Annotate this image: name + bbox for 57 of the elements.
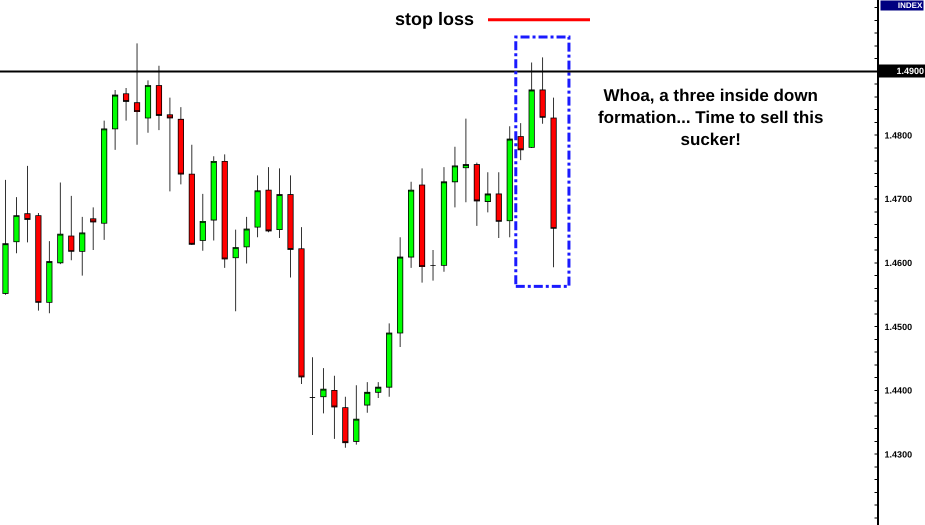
y-axis-title: INDEX [898, 1, 923, 10]
candlestick [408, 181, 414, 268]
candlestick [122, 88, 130, 121]
candlestick [254, 175, 261, 238]
candlestick [452, 146, 458, 208]
candlestick [518, 122, 524, 161]
candlestick [178, 106, 184, 185]
candlestick [430, 250, 436, 282]
candlestick [90, 206, 96, 250]
y-tick-label: 1.4800 [884, 130, 912, 140]
candlestick [342, 396, 348, 448]
annotation: Whoa, a three inside down formation... Time to sell this sucker! [598, 86, 824, 150]
candlestick [232, 229, 239, 312]
candlestick [418, 168, 426, 283]
candlestick [101, 120, 108, 240]
candlestick [474, 162, 480, 226]
candlestick [112, 90, 118, 150]
candlestick [266, 166, 272, 233]
y-tick-label: 1.4400 [884, 386, 912, 396]
candlestick [144, 80, 152, 134]
candlestick [331, 375, 338, 440]
candlestick [364, 382, 370, 414]
candlestick [353, 384, 360, 446]
candlestick [496, 172, 502, 238]
candlestick [397, 236, 404, 348]
candlestick [462, 118, 469, 203]
candlestick [200, 194, 206, 252]
candlestick [244, 216, 250, 264]
candlestick [375, 382, 382, 398]
candlestick [506, 126, 513, 238]
candlestick [298, 226, 305, 384]
ref-line-label: stop loss [395, 9, 474, 29]
candlestick [222, 154, 228, 268]
candlestick [166, 97, 173, 192]
candlestick [287, 175, 294, 278]
candlestick [24, 165, 30, 243]
y-tick-label: 1.4500 [884, 322, 912, 332]
candlestick [35, 212, 42, 312]
candlestick [276, 168, 283, 238]
candlestick [386, 323, 392, 398]
candlestick [188, 144, 195, 246]
candlestick [57, 182, 64, 264]
y-tick-label: 1.4700 [884, 194, 912, 204]
ref-line-label: 1.4900 [896, 66, 924, 76]
candlestick [68, 195, 74, 261]
candlestick [550, 97, 557, 268]
candlestick [440, 166, 448, 272]
y-tick-label: 1.4600 [884, 258, 912, 268]
candlestick [79, 216, 86, 276]
candlestick [309, 356, 316, 436]
candlestick [484, 172, 491, 213]
candlestick [46, 240, 52, 314]
y-tick-label: 1.4300 [884, 449, 912, 460]
candlestick [320, 368, 326, 414]
candlestick [210, 156, 217, 241]
candlestick [13, 196, 20, 254]
candlestick [2, 179, 9, 296]
